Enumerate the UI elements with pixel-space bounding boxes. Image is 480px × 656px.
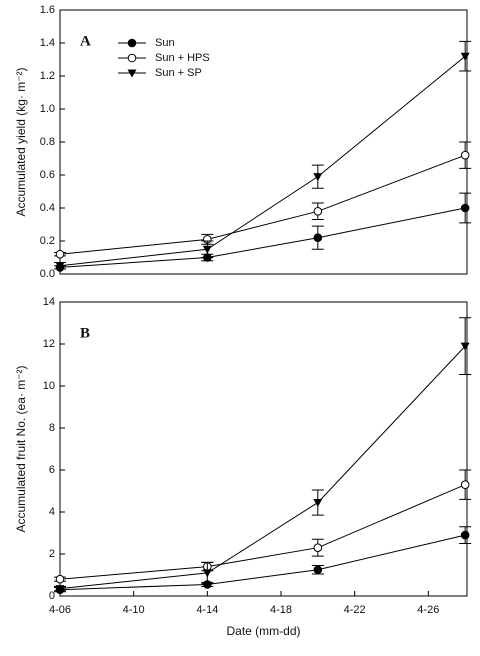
x-tick-label: 4-18 bbox=[270, 604, 292, 616]
legend-label: Sun bbox=[155, 37, 175, 49]
y-tick-label: 1.2 bbox=[40, 70, 55, 82]
y-tick-label: 0.8 bbox=[40, 136, 55, 148]
legend-marker bbox=[127, 38, 137, 48]
x-tick-label: 4-14 bbox=[196, 604, 218, 616]
marker bbox=[55, 574, 65, 584]
marker bbox=[460, 342, 470, 351]
marker bbox=[202, 245, 212, 254]
legend-label: Sun + HPS bbox=[155, 52, 210, 64]
x-axis-label: Date (mm-dd) bbox=[226, 624, 300, 638]
y-tick-label: 14 bbox=[43, 296, 55, 308]
plot-frame bbox=[59, 301, 468, 597]
series-line bbox=[59, 154, 466, 255]
marker bbox=[202, 569, 212, 578]
y-axis-label: Accumulated yield (kg· m⁻²) bbox=[14, 67, 28, 216]
y-tick-label: 0.0 bbox=[40, 268, 55, 280]
marker bbox=[313, 207, 323, 216]
marker bbox=[460, 480, 470, 490]
y-tick-label: 6 bbox=[49, 464, 55, 476]
x-tick-label: 4-10 bbox=[123, 604, 145, 616]
panel-label: A bbox=[80, 33, 91, 49]
legend-marker bbox=[127, 53, 137, 63]
marker bbox=[460, 203, 470, 213]
y-tick-label: 12 bbox=[43, 338, 55, 350]
legend-marker bbox=[127, 69, 137, 78]
y-axis-label: Accumulated fruit No. (ea· m⁻²) bbox=[14, 365, 28, 532]
x-tick-label: 4-06 bbox=[49, 604, 71, 616]
y-tick-label: 1.6 bbox=[40, 4, 55, 16]
y-tick-label: 8 bbox=[49, 422, 55, 434]
series-line bbox=[59, 207, 466, 268]
series-line bbox=[59, 534, 466, 591]
marker bbox=[460, 150, 470, 160]
x-tick-label: 4-26 bbox=[417, 604, 439, 616]
marker bbox=[460, 530, 470, 540]
y-tick-label: 0 bbox=[49, 590, 55, 602]
panel-label: B bbox=[80, 325, 90, 341]
series-line bbox=[59, 484, 466, 580]
y-tick-label: 10 bbox=[43, 380, 55, 392]
series-line bbox=[59, 55, 466, 267]
marker bbox=[55, 249, 65, 259]
marker bbox=[55, 585, 65, 594]
marker bbox=[313, 233, 323, 242]
y-tick-label: 4 bbox=[49, 506, 55, 518]
marker bbox=[313, 543, 323, 553]
y-tick-label: 1.0 bbox=[40, 103, 55, 115]
series-line bbox=[59, 345, 466, 590]
y-tick-label: 0.2 bbox=[40, 235, 55, 247]
y-tick-label: 2 bbox=[49, 548, 55, 560]
marker bbox=[460, 52, 470, 61]
marker bbox=[55, 262, 65, 271]
marker bbox=[313, 499, 323, 508]
marker bbox=[313, 565, 323, 575]
y-tick-label: 0.6 bbox=[40, 169, 55, 181]
y-tick-label: 1.4 bbox=[40, 37, 55, 49]
y-tick-label: 0.4 bbox=[40, 202, 55, 214]
x-tick-label: 4-22 bbox=[344, 604, 366, 616]
marker bbox=[313, 173, 323, 182]
legend-label: Sun + SP bbox=[155, 67, 202, 79]
plot-frame bbox=[59, 9, 468, 275]
